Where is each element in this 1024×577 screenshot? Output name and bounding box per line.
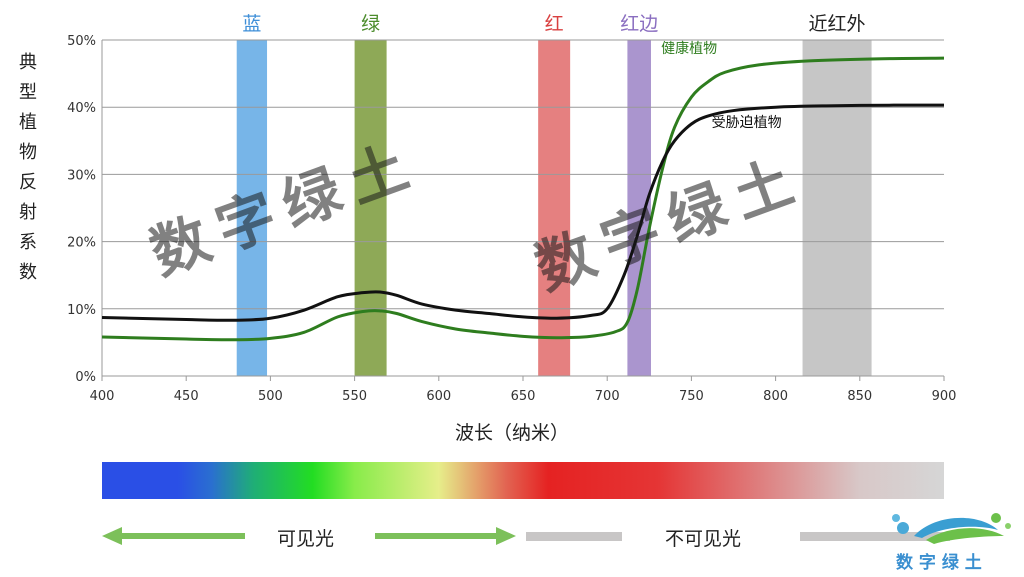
y-tick-label-5: 50% xyxy=(67,34,96,49)
x-tick-label-9: 850 xyxy=(847,389,872,404)
brand-logo: 数 字 绿 土 xyxy=(892,513,1011,573)
logo-dot-icon xyxy=(892,514,900,522)
series-annotation-0: 健康植物 xyxy=(661,40,717,57)
invisible-bar-right xyxy=(800,532,950,541)
y-axis-label-char: 系 xyxy=(19,232,37,253)
x-tick-label-6: 700 xyxy=(595,389,620,404)
visibility-arrows xyxy=(102,527,950,545)
y-axis-label-char: 植 xyxy=(19,112,37,133)
spectrum-gradient-bar xyxy=(102,462,944,499)
x-tick-label-5: 650 xyxy=(511,389,536,404)
band-3 xyxy=(627,40,651,376)
band-label-0: 蓝 xyxy=(242,13,261,35)
visible-light-label: 可见光 xyxy=(277,528,335,550)
y-axis-label: 典型植物反射系数 xyxy=(14,48,42,288)
band-label-4: 近红外 xyxy=(809,13,866,35)
x-tick-label-4: 600 xyxy=(426,389,451,404)
invisible-bar-left xyxy=(526,532,622,541)
spectral-bands xyxy=(236,40,872,376)
band-4 xyxy=(802,40,872,376)
y-tick-label-2: 20% xyxy=(67,236,96,251)
logo-text: 数 字 绿 土 xyxy=(896,552,982,573)
x-tick-label-8: 800 xyxy=(763,389,788,404)
invisible-light-label: 不可见光 xyxy=(665,528,742,550)
series-lines xyxy=(101,56,945,342)
y-tick-label-3: 30% xyxy=(67,168,96,183)
x-tick-label-7: 750 xyxy=(679,389,704,404)
x-tick-label-0: 400 xyxy=(90,389,115,404)
x-tick-label-2: 500 xyxy=(258,389,283,404)
y-tick-label-4: 40% xyxy=(67,101,96,116)
band-labels: 蓝 绿 红 红边 近红外 xyxy=(242,13,865,35)
band-2 xyxy=(538,40,571,376)
x-tick-label-10: 900 xyxy=(932,389,957,404)
axis-ticks: 0% 10% 20% 30% 40% 50% 400 450 500 550 600 650 700 75… xyxy=(67,34,956,404)
x-axis-label: 波长（纳米） xyxy=(454,422,569,444)
y-tick-label-1: 10% xyxy=(67,303,96,318)
x-tick-label-1: 450 xyxy=(174,389,199,404)
left-arrow-icon xyxy=(102,527,245,545)
y-axis-label-char: 反 xyxy=(19,172,37,193)
right-arrow-icon xyxy=(375,527,516,545)
band-label-2: 红 xyxy=(545,13,564,35)
band-label-3: 红边 xyxy=(620,13,658,35)
y-axis-label-char: 数 xyxy=(19,262,37,283)
x-tick-label-3: 550 xyxy=(342,389,367,404)
y-axis-label-char: 物 xyxy=(19,142,37,163)
series-line-0 xyxy=(101,56,945,342)
band-1 xyxy=(354,40,387,376)
series-line-1 xyxy=(101,103,945,322)
series-annotation-1: 受胁迫植物 xyxy=(712,115,782,131)
y-tick-label-0: 0% xyxy=(75,370,96,385)
band-label-1: 绿 xyxy=(361,13,380,35)
grid-lines xyxy=(101,39,944,377)
y-axis-label-char: 射 xyxy=(19,202,37,223)
y-axis-label-char: 典 xyxy=(19,52,37,73)
y-axis-label-char: 型 xyxy=(19,82,37,103)
